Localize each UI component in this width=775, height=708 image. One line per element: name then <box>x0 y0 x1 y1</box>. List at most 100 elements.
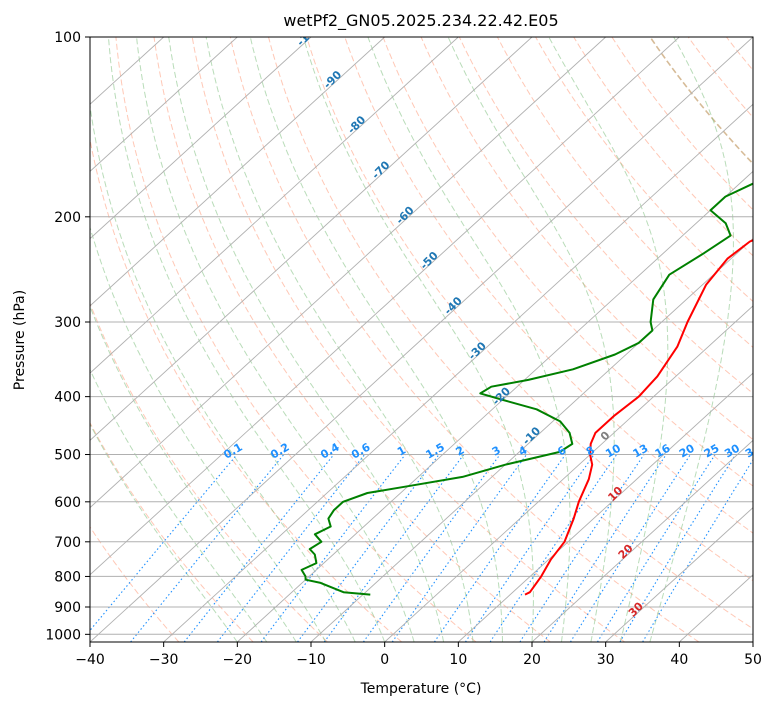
dry-adiabat-line <box>420 37 753 441</box>
x-tick-label: −20 <box>223 652 253 668</box>
x-tick-label: −30 <box>149 652 179 668</box>
isobar-grid <box>90 37 753 635</box>
mixing-ratio-label: 8 <box>584 444 597 459</box>
moist-adiabat-line <box>249 37 503 642</box>
dry-adiabat-line <box>496 37 753 348</box>
isotherm-line <box>90 37 386 307</box>
isotherm-line <box>163 103 753 642</box>
mixing-ratio-labels: 0.1 0.2 0.4 0.6 1 1.5 2 3 4 6 8 10 13 16 20 25 30 36 <box>221 440 763 462</box>
moist-adiabat-line <box>548 37 669 642</box>
profile-series <box>300 182 753 596</box>
moist-adiabat-line <box>90 102 356 642</box>
mixing-ratio-label: 1.5 <box>424 441 447 462</box>
isotherm-label: 20 <box>616 541 636 561</box>
y-tick-label: 300 <box>54 315 81 331</box>
dry-adiabat-line <box>268 37 753 630</box>
moist-adiabat-line <box>90 225 327 642</box>
isotherm-label: -40 <box>442 294 465 317</box>
y-tick-label: 800 <box>54 569 81 585</box>
mixing-ratio-line <box>642 458 753 642</box>
moist-adiabat-line <box>302 37 534 642</box>
y-tick-label: 600 <box>54 495 81 511</box>
isotherm-label: -80 <box>345 113 368 136</box>
x-tick-label: −10 <box>296 652 326 668</box>
moist-adiabat-line <box>136 37 415 642</box>
dewpoint-profile-line <box>300 182 753 596</box>
dry-adiabat-line <box>90 136 403 642</box>
x-tick-label: 10 <box>449 652 467 668</box>
isotherm-label: -30 <box>466 339 489 362</box>
mixing-ratio-line <box>323 454 465 642</box>
isotherm-label: -20 <box>490 384 513 407</box>
dry-adiabat-line <box>153 37 551 642</box>
mixing-ratio-label: 10 <box>603 441 623 460</box>
isotherm-line <box>90 37 533 441</box>
moist-adiabat-line <box>367 37 571 642</box>
isotherm-line <box>90 37 753 642</box>
mixing-ratio-label: 0.1 <box>221 441 244 462</box>
dry-adiabat-line <box>687 37 753 119</box>
isotherm-line <box>90 37 459 374</box>
dry-adiabat-line <box>115 37 477 642</box>
moist-adiabats <box>90 37 734 642</box>
mixing-ratio-line <box>543 454 667 642</box>
moist-adiabat-line <box>205 37 474 642</box>
y-tick-label: 700 <box>54 535 81 551</box>
y-axis: 100 200 300 400 500 600 700 800 900 1000 <box>45 30 90 643</box>
moist-adiabat-line <box>168 37 445 642</box>
dry-adiabat-line <box>458 37 753 394</box>
x-tick-label: −40 <box>75 652 105 668</box>
mixing-ratio-line <box>216 454 366 642</box>
isotherm-label: 10 <box>605 484 625 504</box>
y-tick-label: 100 <box>54 30 81 46</box>
mixing-ratio-line <box>433 454 566 642</box>
isotherm-label: -60 <box>393 204 416 227</box>
mixing-ratio-line <box>464 454 595 642</box>
mixing-ratio-line <box>489 454 618 642</box>
isotherm-line <box>90 37 312 240</box>
mixing-ratio-label: 6 <box>555 443 568 458</box>
mixing-ratio-line <box>362 454 501 642</box>
moist-adiabat-line <box>447 37 615 642</box>
y-axis-label: Pressure (hPa) <box>12 290 28 390</box>
mixing-ratio-line <box>260 454 406 642</box>
moist-adiabat-line <box>107 37 386 642</box>
x-axis: −40 −30 −20 −10 0 10 20 30 40 50 <box>75 642 762 668</box>
moist-adiabat-line <box>90 368 268 642</box>
mixing-ratio-label: 0.4 <box>318 440 342 461</box>
isotherm-grid <box>90 37 753 642</box>
temperature-profile-line <box>524 239 753 596</box>
dry-adiabat-line <box>765 37 775 642</box>
x-tick-label: 40 <box>670 652 688 668</box>
mixing-ratio-line <box>90 454 238 632</box>
dry-adiabat-line <box>90 421 254 642</box>
plot-frame <box>89 36 754 643</box>
dry-adiabat-line <box>90 302 328 642</box>
plot-area: -100-90-80-70-60-50-40-30-20-10 010203040… <box>90 37 775 677</box>
dry-adiabat-line <box>90 526 180 642</box>
isotherm-line <box>90 37 607 509</box>
mixing-ratio-label: 2 <box>453 444 466 459</box>
dry-adiabat-line <box>573 37 753 257</box>
mixing-ratio-line <box>130 454 285 642</box>
isotherm-line <box>457 372 753 642</box>
isotherm-label: 40 <box>636 657 656 677</box>
isotherm-line <box>90 37 238 173</box>
mixing-ratio-line <box>391 454 528 642</box>
isotherm-label: -70 <box>369 158 392 181</box>
x-tick-label: 30 <box>597 652 615 668</box>
dry-adiabat-line <box>649 37 753 165</box>
chart-title: wetPf2_GN05.2025.234.22.42.E05 <box>283 11 558 31</box>
mixing-ratio-label: 36 <box>743 441 763 460</box>
mixing-ratio-line <box>596 454 716 642</box>
mixing-ratio-label: 20 <box>677 441 697 460</box>
isotherm-line <box>90 37 680 576</box>
moist-adiabat-line <box>649 37 734 642</box>
y-tick-label: 1000 <box>45 627 81 643</box>
isotherm-line <box>384 305 753 642</box>
mixing-ratio-line <box>569 454 691 642</box>
x-axis-label: Temperature (°C) <box>360 681 482 697</box>
y-tick-label: 900 <box>54 600 81 616</box>
isotherm-label: -10 <box>520 424 543 447</box>
